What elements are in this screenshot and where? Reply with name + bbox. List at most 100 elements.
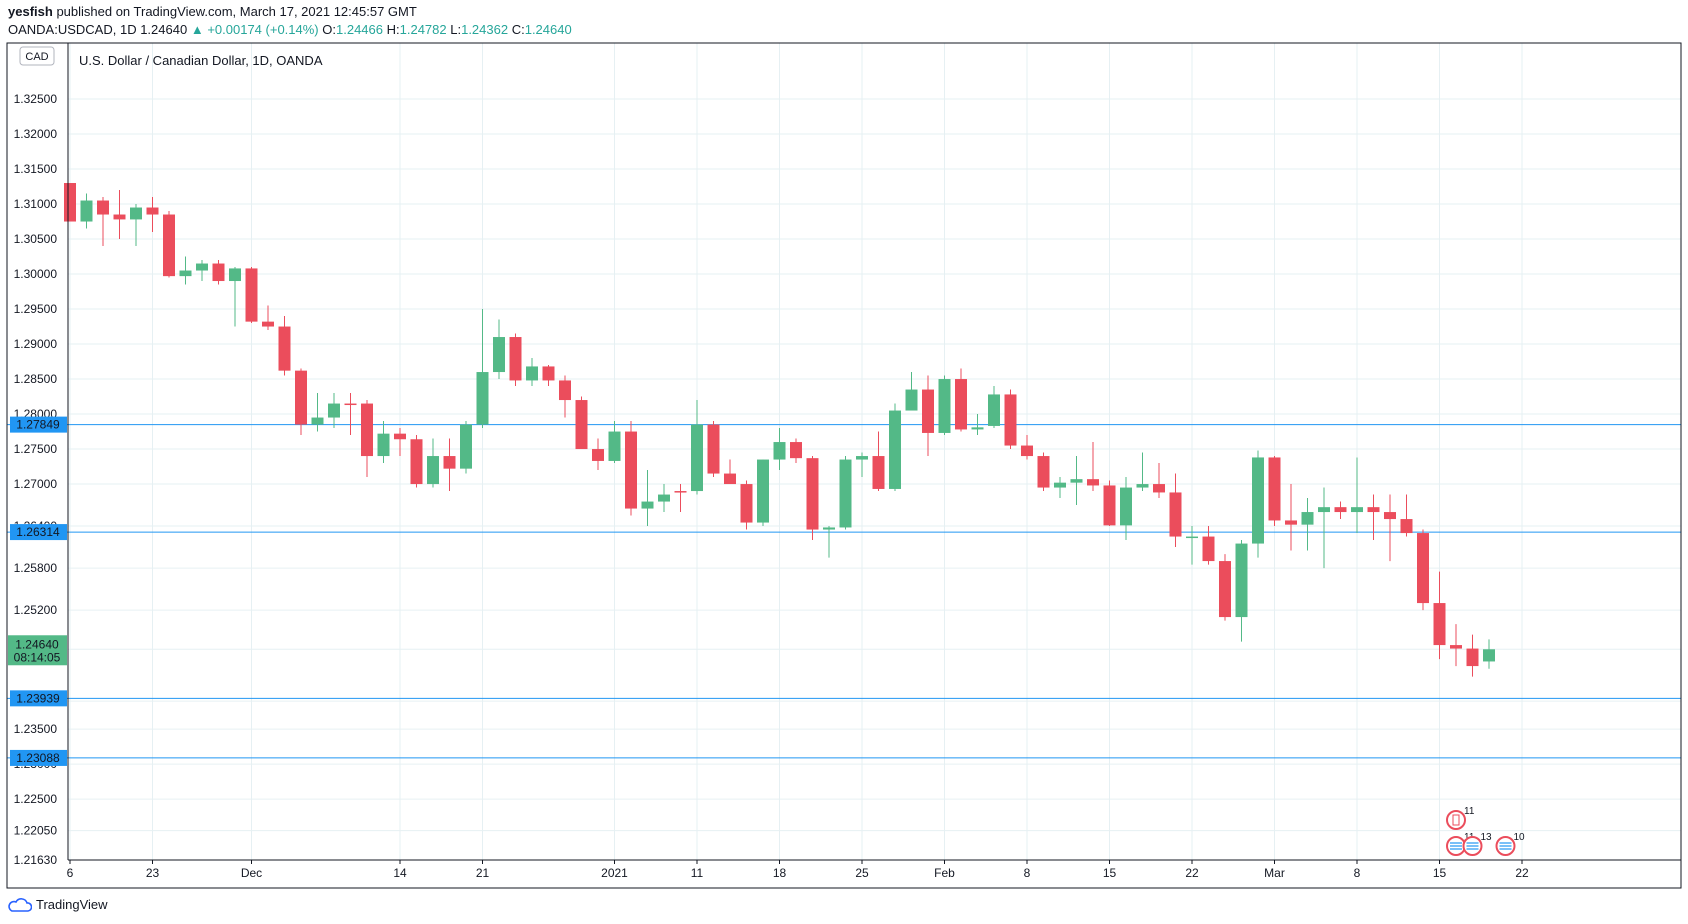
low-label: L: xyxy=(450,22,462,37)
level-label-box xyxy=(10,749,67,766)
high-value: 1.24782 xyxy=(399,22,447,37)
candle-body-down xyxy=(1285,520,1297,525)
candle-body-down xyxy=(97,200,109,215)
publish-info: yesfish published on TradingView.com, Ma… xyxy=(8,4,417,19)
candle-body-down xyxy=(1004,394,1017,446)
candle-body-up xyxy=(328,403,340,418)
brand-name: TradingView xyxy=(36,897,108,912)
candle-body-down xyxy=(542,366,555,381)
candle-body-up xyxy=(658,494,670,502)
candle-body-up xyxy=(1120,487,1132,526)
y-tick-label: 1.28500 xyxy=(14,372,58,386)
x-tick-label: 15 xyxy=(1103,866,1117,880)
x-tick-label: 2021 xyxy=(601,866,628,880)
candle-body-up xyxy=(80,200,93,222)
candle-body-down xyxy=(245,268,258,322)
tradingview-cloud-icon xyxy=(8,897,32,912)
candle-body-down xyxy=(410,439,423,485)
y-tick-label: 1.32000 xyxy=(14,127,58,141)
candle-body-up xyxy=(427,456,439,485)
candle-body-up xyxy=(641,501,654,509)
candles xyxy=(64,183,1495,677)
candle-body-down xyxy=(443,456,456,469)
y-tick-label: 1.31000 xyxy=(14,197,58,211)
candle-body-up xyxy=(823,527,835,530)
candle-body-up xyxy=(377,433,390,457)
candle-body-down xyxy=(1367,507,1380,513)
candle-body-down xyxy=(1384,512,1396,520)
level-label-box xyxy=(10,690,67,707)
level-label-text: 1.23939 xyxy=(16,691,60,705)
candle-body-up xyxy=(988,394,1000,426)
candle-body-down xyxy=(295,370,307,425)
y-tick-label: 1.25200 xyxy=(14,603,58,617)
candle-body-down xyxy=(922,389,934,433)
candle-body-down xyxy=(1021,445,1033,457)
x-tick-label: 23 xyxy=(146,866,160,880)
candle-body-up xyxy=(1054,482,1066,488)
price-change: +0.00174 (+0.14%) xyxy=(207,22,319,37)
x-tick-label: 6 xyxy=(67,866,74,880)
y-tick-label: 1.29000 xyxy=(14,337,58,351)
price-labels: 1.27849 1.26314 1.23939 1.23088 1.2464008:14… xyxy=(8,416,67,766)
y-tick-label: 1.23500 xyxy=(14,722,58,736)
candle-body-down xyxy=(278,326,291,371)
candle-body-up xyxy=(905,389,918,411)
candle-body-down xyxy=(1433,603,1446,646)
candle-body-up xyxy=(889,410,901,489)
candle-body-down xyxy=(575,400,588,450)
level-label-text: 1.27849 xyxy=(16,418,60,432)
candle-body-down xyxy=(707,424,720,474)
publisher-name[interactable]: yesfish xyxy=(8,4,53,19)
candle-body-down xyxy=(559,380,571,401)
y-tick-label: 1.29500 xyxy=(14,302,58,316)
candle-body-up xyxy=(476,372,489,425)
y-tick-label: 1.22050 xyxy=(14,824,58,838)
usa-flag-icon: 10 xyxy=(1495,832,1525,856)
currency-label: CAD xyxy=(25,51,48,63)
candle-body-down xyxy=(262,321,274,327)
candle-body-up xyxy=(1483,649,1495,662)
candle-body-down xyxy=(592,449,604,461)
x-axis[interactable]: 6 23 Dec 14 21 2021 11 18 25 Feb 8 15 22 Mar 8 15 22 xyxy=(67,860,1529,880)
currency-badge[interactable] xyxy=(19,46,55,66)
close-label: C: xyxy=(511,22,525,37)
candle-body-down xyxy=(790,442,802,459)
x-tick-label: Feb xyxy=(934,866,955,880)
x-tick-label: 15 xyxy=(1433,866,1447,880)
candle-body-up xyxy=(493,337,505,373)
symbol-label: OANDA:USDCAD, 1D xyxy=(8,22,137,37)
candle-body-down xyxy=(955,379,967,430)
candle-body-up xyxy=(311,417,324,425)
candle-body-down xyxy=(1103,485,1116,526)
candle-body-down xyxy=(344,403,357,406)
canada-flag-icon: 11 xyxy=(1446,806,1475,830)
candle-body-up xyxy=(460,424,472,469)
tradingview-logo[interactable]: TradingView xyxy=(8,897,108,912)
y-tick-label: 1.22500 xyxy=(14,792,58,806)
y-tick-label: 1.31500 xyxy=(14,162,58,176)
candle-body-down xyxy=(1037,456,1050,488)
candle-body-down xyxy=(361,403,373,457)
last-price-label: 1.24640 xyxy=(15,637,59,651)
candle-body-down xyxy=(212,263,225,282)
event-count: 13 xyxy=(1481,832,1493,843)
candle-body-down xyxy=(1268,457,1281,521)
candle-body-down xyxy=(64,183,76,222)
candle-body-down xyxy=(625,431,637,509)
x-tick-label: 22 xyxy=(1185,866,1199,880)
level-label-text: 1.23088 xyxy=(16,751,60,765)
candle-body-down xyxy=(1334,507,1347,513)
last-price: 1.24640 xyxy=(140,22,188,37)
candle-body-down xyxy=(1417,533,1429,604)
candle-body-down xyxy=(872,456,885,489)
candle-body-down xyxy=(509,337,522,381)
x-tick-label: 21 xyxy=(476,866,490,880)
close-value: 1.24640 xyxy=(524,22,572,37)
event-count: 11 xyxy=(1464,806,1475,817)
candle-body-down xyxy=(1153,484,1165,493)
y-tick-label: 1.27500 xyxy=(14,442,58,456)
level-label-text: 1.26314 xyxy=(16,525,60,539)
last-price-box xyxy=(8,635,67,666)
